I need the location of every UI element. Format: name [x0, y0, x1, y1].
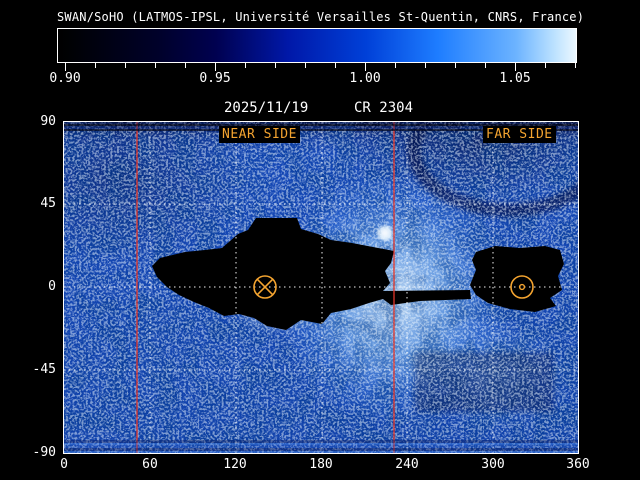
y-axis-tick-label: -90 [32, 445, 56, 460]
y-axis-tick-label: 45 [40, 196, 56, 211]
grid-lines [64, 122, 578, 453]
page-title: SWAN/SoHO (LATMOS-IPSL, Université Versa… [57, 10, 585, 24]
near-side-sun-marker-icon [253, 275, 277, 299]
colorbar-tick-label: 0.95 [199, 71, 231, 86]
sky-map-canvas [64, 122, 578, 453]
x-axis-tick-label: 120 [223, 457, 247, 472]
near-side-label: NEAR SIDE [219, 126, 300, 143]
polar-streaks-bottom [64, 440, 578, 453]
observation-date: 2025/11/19 [224, 100, 309, 116]
colorbar-gradient [58, 29, 576, 62]
carrington-rotation: CR 2304 [354, 100, 414, 116]
colorbar-tick-label: 1.00 [349, 71, 381, 86]
y-axis-tick-label: -45 [32, 362, 56, 377]
x-axis-tick-label: 180 [309, 457, 333, 472]
y-axis-tick-label: 90 [40, 114, 56, 129]
meridian-lines [136, 122, 395, 453]
colorbar-major-ticks [65, 63, 576, 71]
far-side-sun-marker-icon [510, 275, 534, 299]
far-side-label: FAR SIDE [483, 126, 556, 143]
sky-map: NEAR SIDE FAR SIDE [63, 121, 579, 454]
x-axis-tick-label: 240 [395, 457, 419, 472]
x-axis-tick-label: 0 [60, 457, 68, 472]
x-axis-tick-label: 360 [566, 457, 590, 472]
x-axis-tick-label: 60 [142, 457, 158, 472]
colorbar-tick-label: 1.05 [499, 71, 531, 86]
polar-streaks-top [64, 122, 578, 131]
y-axis-tick-label: 0 [48, 279, 56, 294]
colorbar [57, 28, 577, 63]
no-data-mask-central [152, 218, 471, 330]
colorbar-tick-label: 0.90 [49, 71, 81, 86]
x-axis-tick-label: 300 [481, 457, 505, 472]
